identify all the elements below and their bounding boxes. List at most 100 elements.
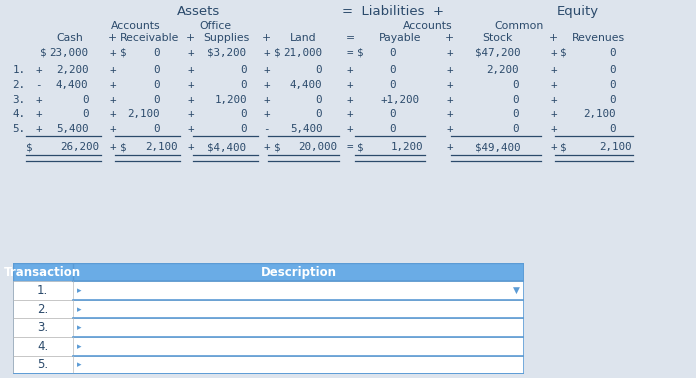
Text: 5.: 5. xyxy=(13,124,26,134)
Text: 0: 0 xyxy=(154,65,160,75)
Text: 0: 0 xyxy=(154,124,160,134)
Text: 0: 0 xyxy=(610,65,616,75)
Text: 26,200: 26,200 xyxy=(61,143,100,152)
Text: +: + xyxy=(446,94,453,104)
Text: +: + xyxy=(446,80,453,90)
Text: 0: 0 xyxy=(241,109,247,119)
Text: =: = xyxy=(345,33,355,43)
Text: Equity: Equity xyxy=(557,5,599,17)
Text: $: $ xyxy=(120,48,126,58)
Text: 0: 0 xyxy=(512,109,519,119)
Text: $: $ xyxy=(40,48,47,58)
Text: 0: 0 xyxy=(512,94,519,104)
Text: +: + xyxy=(262,33,271,43)
Text: ▼: ▼ xyxy=(513,286,520,295)
Text: Stock: Stock xyxy=(482,33,513,43)
Text: 0: 0 xyxy=(241,65,247,75)
Text: +: + xyxy=(445,33,454,43)
Text: ▸: ▸ xyxy=(77,342,81,351)
Text: +: + xyxy=(263,80,270,90)
Text: 3.: 3. xyxy=(37,321,48,334)
Text: +: + xyxy=(347,80,354,90)
Text: +: + xyxy=(186,33,196,43)
Text: +: + xyxy=(187,109,194,119)
Text: +: + xyxy=(35,65,42,75)
Text: +: + xyxy=(187,143,194,152)
Text: 0: 0 xyxy=(389,80,395,90)
Text: Land: Land xyxy=(290,33,316,43)
Text: +: + xyxy=(446,65,453,75)
Text: +: + xyxy=(548,33,558,43)
Text: +: + xyxy=(35,124,42,134)
Text: -: - xyxy=(35,80,42,90)
Text: +: + xyxy=(187,124,194,134)
Text: +: + xyxy=(446,124,453,134)
Text: 20,000: 20,000 xyxy=(299,143,338,152)
Text: $: $ xyxy=(357,143,363,152)
Text: $: $ xyxy=(357,48,363,58)
Text: $49,400: $49,400 xyxy=(475,143,521,152)
Text: Payable: Payable xyxy=(379,33,422,43)
Text: Accounts: Accounts xyxy=(111,21,161,31)
Text: 2,100: 2,100 xyxy=(599,143,632,152)
Text: -: - xyxy=(263,124,270,134)
Text: +: + xyxy=(263,65,270,75)
Text: 2.: 2. xyxy=(37,303,48,316)
Text: $3,200: $3,200 xyxy=(207,48,246,58)
Text: +: + xyxy=(550,143,557,152)
Text: 0: 0 xyxy=(389,124,395,134)
Text: +: + xyxy=(109,109,116,119)
Text: +: + xyxy=(109,80,116,90)
Text: Common: Common xyxy=(494,21,543,31)
Text: 2,100: 2,100 xyxy=(145,143,178,152)
Text: +: + xyxy=(263,48,270,58)
Text: 0: 0 xyxy=(82,109,88,119)
Text: +: + xyxy=(35,94,42,104)
Text: +: + xyxy=(550,109,557,119)
Text: +: + xyxy=(550,94,557,104)
Text: 0: 0 xyxy=(389,65,395,75)
Text: ▸: ▸ xyxy=(77,305,81,314)
Text: 0: 0 xyxy=(389,48,395,58)
Text: 0: 0 xyxy=(610,48,616,58)
Text: $: $ xyxy=(274,48,280,58)
Bar xyxy=(13,281,524,300)
Text: =  Liabilities  +: = Liabilities + xyxy=(342,5,444,17)
Text: 5,400: 5,400 xyxy=(290,124,322,134)
Text: 5.: 5. xyxy=(37,358,48,372)
Text: 0: 0 xyxy=(512,80,519,90)
Text: +: + xyxy=(263,143,270,152)
Text: +: + xyxy=(347,65,354,75)
Bar xyxy=(13,356,524,374)
Text: +: + xyxy=(187,48,194,58)
Text: $: $ xyxy=(26,143,33,152)
Text: 0: 0 xyxy=(316,65,322,75)
Text: +: + xyxy=(347,94,354,104)
Text: +: + xyxy=(347,124,354,134)
Text: 0: 0 xyxy=(154,94,160,104)
Text: +: + xyxy=(446,48,453,58)
Text: 4.: 4. xyxy=(13,109,26,119)
Text: 1.: 1. xyxy=(13,65,26,75)
Text: 2,200: 2,200 xyxy=(486,65,519,75)
Text: +: + xyxy=(550,65,557,75)
Text: Assets: Assets xyxy=(177,5,220,17)
Text: 2,100: 2,100 xyxy=(127,109,160,119)
Text: 0: 0 xyxy=(512,124,519,134)
Text: 0: 0 xyxy=(389,109,395,119)
Text: 4,400: 4,400 xyxy=(56,80,88,90)
Text: +: + xyxy=(187,65,194,75)
Text: +: + xyxy=(347,109,354,119)
Text: 0: 0 xyxy=(154,80,160,90)
Text: 0: 0 xyxy=(610,80,616,90)
Text: 1,200: 1,200 xyxy=(390,143,423,152)
Text: 5,400: 5,400 xyxy=(56,124,88,134)
Text: 0: 0 xyxy=(154,48,160,58)
Text: 0: 0 xyxy=(316,109,322,119)
Text: Supplies: Supplies xyxy=(203,33,249,43)
Text: =: = xyxy=(347,48,354,58)
Text: ▸: ▸ xyxy=(77,361,81,369)
Bar xyxy=(13,300,524,318)
Text: 0: 0 xyxy=(82,94,88,104)
Text: Cash: Cash xyxy=(56,33,83,43)
